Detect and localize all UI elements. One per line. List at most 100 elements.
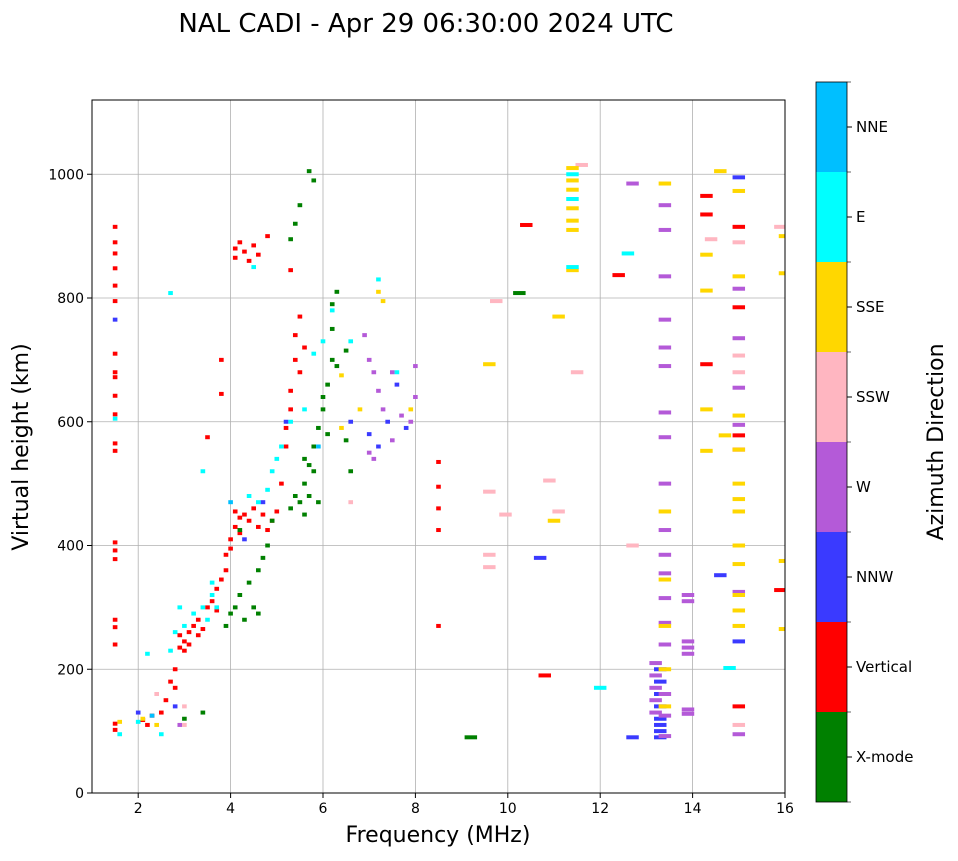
data-point-w xyxy=(658,692,672,696)
data-point-w xyxy=(658,410,672,415)
data-point-w xyxy=(658,642,672,647)
data-point-ssw xyxy=(483,552,496,557)
data-point-vertical xyxy=(732,224,746,229)
y-tick-label: 0 xyxy=(75,786,84,802)
data-point-ssw xyxy=(348,500,354,505)
data-point-x-mode xyxy=(334,289,340,294)
data-point-e xyxy=(191,611,196,616)
data-point-w xyxy=(732,286,746,291)
data-point-x-mode xyxy=(464,735,478,740)
x-tick-label: 6 xyxy=(319,801,328,817)
colorbar-swatch-w xyxy=(816,442,847,532)
data-point-vertical xyxy=(205,435,210,440)
data-point-w xyxy=(413,395,418,399)
data-point-ssw xyxy=(774,224,785,229)
data-point-w xyxy=(366,357,372,362)
grid-lines xyxy=(92,100,786,794)
data-point-vertical xyxy=(219,391,224,396)
data-point-e xyxy=(256,500,261,505)
data-point-sse xyxy=(732,188,746,193)
data-point-vertical xyxy=(246,258,252,263)
data-point-sse xyxy=(566,227,579,232)
data-point-nne xyxy=(228,500,233,505)
data-point-w xyxy=(681,711,695,716)
data-point-vertical xyxy=(163,698,169,703)
data-point-vertical xyxy=(297,370,303,375)
data-point-x-mode xyxy=(297,500,303,505)
data-point-e xyxy=(274,456,280,461)
colorbar-swatch-nne xyxy=(816,82,847,172)
data-point-vertical xyxy=(246,518,252,523)
data-point-e xyxy=(182,623,187,628)
data-point-x-mode xyxy=(302,512,307,517)
data-point-x-mode xyxy=(292,494,298,498)
data-point-x-mode xyxy=(228,611,233,616)
data-point-w xyxy=(649,661,662,666)
data-point-vertical xyxy=(177,645,183,650)
data-point-sse xyxy=(732,509,746,514)
data-point-e xyxy=(205,617,210,622)
data-point-vertical xyxy=(112,617,118,622)
data-point-w xyxy=(658,713,672,718)
y-tick-label: 800 xyxy=(57,291,84,307)
colorbar-swatch-vertical xyxy=(816,622,847,712)
data-point-x-mode xyxy=(348,469,354,474)
data-point-sse xyxy=(658,704,672,709)
data-point-vertical xyxy=(538,673,551,678)
data-point-e xyxy=(168,291,173,296)
data-point-w xyxy=(413,364,418,369)
data-point-vertical xyxy=(256,524,261,529)
data-point-e xyxy=(177,605,183,610)
data-point-ssw xyxy=(626,543,639,548)
data-point-e xyxy=(279,444,284,449)
data-point-w xyxy=(732,732,746,737)
data-point-x-mode xyxy=(329,357,335,362)
data-point-e xyxy=(251,265,257,270)
data-point-w xyxy=(408,419,414,424)
data-point-ssw xyxy=(483,565,496,570)
data-point-vertical xyxy=(242,249,247,254)
data-point-w xyxy=(732,336,746,341)
data-point-w xyxy=(649,685,662,690)
data-point-vertical xyxy=(112,370,118,375)
data-point-x-mode xyxy=(182,716,187,721)
data-point-e xyxy=(566,265,579,270)
data-point-e xyxy=(723,666,736,671)
data-point-sse xyxy=(732,623,746,628)
data-point-vertical xyxy=(732,433,746,438)
data-point-vertical xyxy=(292,357,298,362)
data-point-vertical xyxy=(182,648,187,653)
data-point-vertical xyxy=(288,407,293,412)
data-point-ssw xyxy=(182,704,187,709)
data-point-vertical xyxy=(237,531,243,536)
data-point-vertical xyxy=(251,243,257,248)
data-point-nnw xyxy=(260,500,266,505)
data-point-vertical xyxy=(158,710,164,715)
data-point-vertical xyxy=(112,721,118,726)
colorbar-tick-label: NNW xyxy=(856,568,893,586)
data-point-e xyxy=(593,685,607,690)
x-tick-label: 8 xyxy=(411,801,420,817)
data-point-w xyxy=(658,227,672,232)
data-point-e xyxy=(311,351,317,356)
colorbar-label: Azimuth Direction xyxy=(924,343,949,540)
data-point-sse xyxy=(658,181,672,186)
data-point-x-mode xyxy=(306,169,312,174)
data-point-e xyxy=(117,732,123,737)
data-point-e xyxy=(200,605,206,610)
data-point-sse xyxy=(778,558,785,563)
y-tick-label: 600 xyxy=(57,415,84,431)
data-point-x-mode xyxy=(334,364,340,369)
data-point-sse xyxy=(732,497,746,502)
colorbar-swatch-nnw xyxy=(816,532,847,622)
data-point-vertical xyxy=(520,222,533,227)
data-point-x-mode xyxy=(200,710,206,715)
data-point-vertical xyxy=(774,588,785,593)
data-point-sse xyxy=(566,166,579,171)
data-point-nnw xyxy=(283,419,289,424)
data-point-ssw xyxy=(154,692,159,696)
data-point-w xyxy=(658,528,672,533)
data-point-vertical xyxy=(232,524,238,529)
data-point-sse xyxy=(700,252,713,257)
data-point-e xyxy=(265,487,270,492)
